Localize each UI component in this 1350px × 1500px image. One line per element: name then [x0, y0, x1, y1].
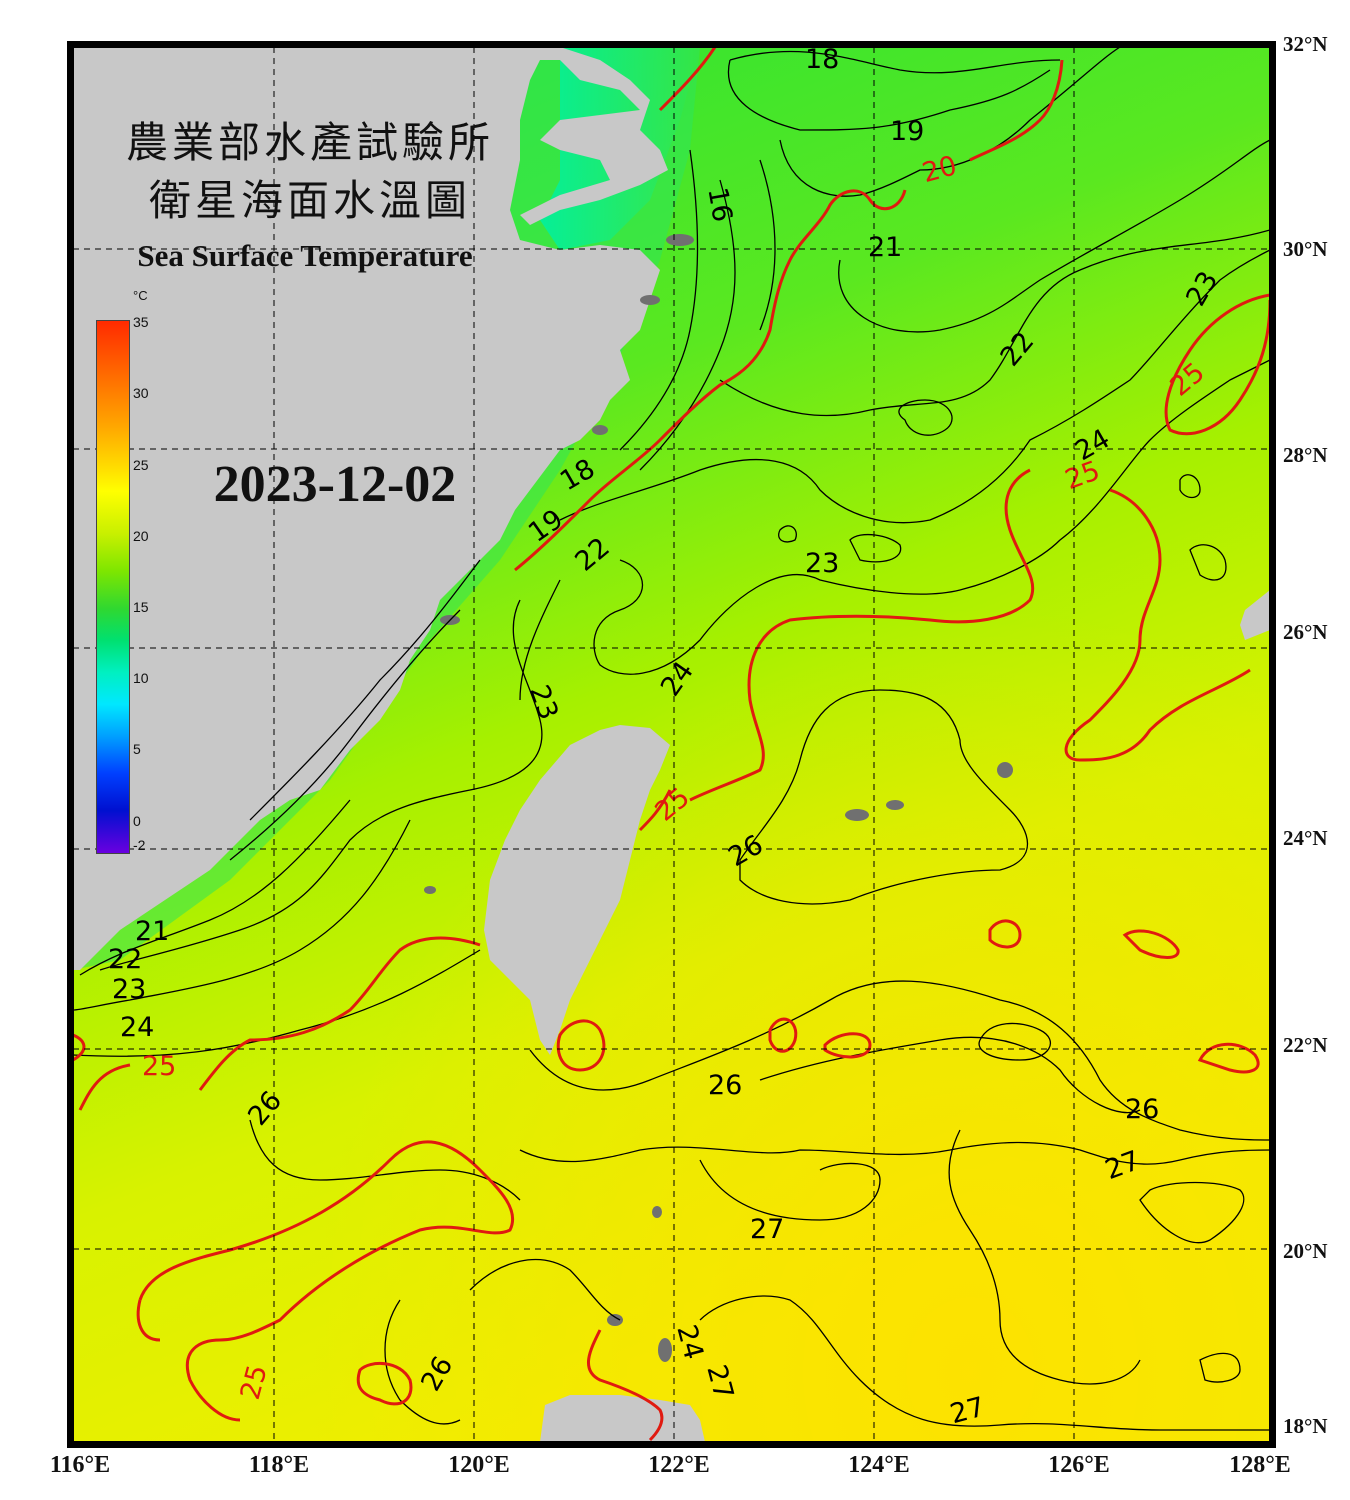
lon-label: 126°E — [1048, 1452, 1110, 1478]
map-date: 2023-12-02 — [213, 456, 457, 513]
contour-label: 21 — [135, 916, 169, 947]
contour-label: 26 — [708, 1070, 742, 1101]
lon-label: 124°E — [848, 1452, 910, 1478]
colorbar-tick: 10 — [133, 670, 149, 686]
colorbar-tick: 20 — [133, 528, 149, 544]
colorbar-tick: 0 — [133, 813, 141, 829]
contour-label: 19 — [890, 116, 924, 147]
colorbar-unit: °C — [133, 288, 148, 303]
contour-label: 24 — [120, 1012, 154, 1043]
colorbar-tick: 25 — [133, 457, 149, 473]
mainland-china — [73, 47, 668, 970]
lat-label: 26°N — [1283, 620, 1328, 644]
colorbar-tick: -2 — [133, 837, 146, 853]
lon-label: 120°E — [448, 1452, 510, 1478]
colorbar-tick: 30 — [133, 385, 149, 401]
contour-label: 23 — [112, 974, 146, 1005]
lat-label: 30°N — [1283, 237, 1328, 261]
luzon-island — [540, 1395, 705, 1442]
lat-label: 28°N — [1283, 443, 1328, 467]
colorbar — [96, 320, 130, 854]
title-english: Sea Surface Temperature — [137, 238, 473, 273]
lat-label: 18°N — [1283, 1414, 1328, 1438]
lon-label: 128°E — [1229, 1452, 1291, 1478]
lat-label: 24°N — [1283, 826, 1328, 850]
title-line1: 農業部水產試驗所 — [125, 118, 494, 167]
taiwan-island — [484, 725, 670, 1055]
lat-label: 22°N — [1283, 1033, 1328, 1057]
contour-label: 22 — [108, 944, 142, 975]
colorbar-tick: 35 — [133, 314, 149, 330]
colorbar-tick: 5 — [133, 741, 141, 757]
contour-label: 26 — [1125, 1094, 1159, 1125]
small-islands — [424, 234, 1013, 1362]
lat-label: 20°N — [1283, 1239, 1328, 1263]
contour-label: 23 — [805, 548, 839, 579]
contour-label: 16 — [701, 185, 737, 224]
graticule — [73, 47, 1270, 1442]
colorbar-tick: 15 — [133, 599, 149, 615]
contour-label-major: 25 — [142, 1051, 176, 1082]
lon-label: 118°E — [248, 1452, 310, 1478]
ryukyu-island — [1240, 590, 1270, 640]
lat-label: 32°N — [1283, 32, 1328, 56]
lon-label: 122°E — [648, 1452, 710, 1478]
contour-label: 21 — [868, 232, 902, 263]
map-frame — [67, 41, 1276, 1448]
contour-label: 18 — [805, 44, 839, 75]
contour-label: 27 — [750, 1214, 784, 1245]
lon-label: 116°E — [49, 1452, 111, 1478]
title-line2: 衛星海面水溫圖 — [148, 176, 471, 225]
isotherms-major — [73, 47, 1270, 1442]
